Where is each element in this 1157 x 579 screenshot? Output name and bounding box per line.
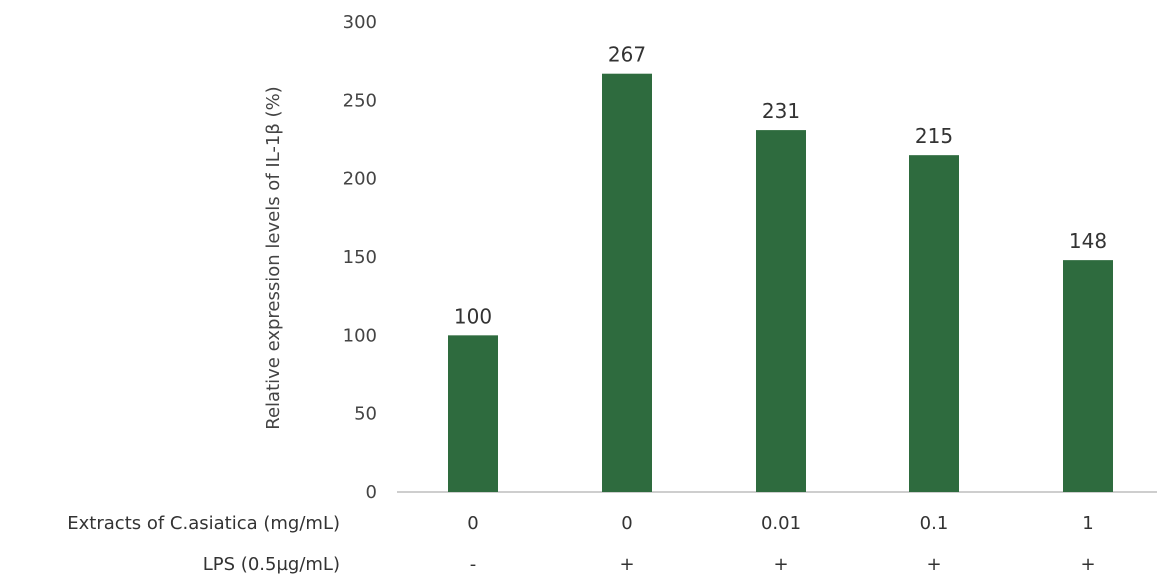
y-tick-label: 100: [343, 325, 377, 346]
data-label: 215: [915, 124, 953, 148]
extract-value: 1: [1082, 513, 1093, 534]
lps-value: -: [470, 554, 477, 575]
y-tick-label: 200: [343, 169, 377, 190]
lps-values: - + + + +: [470, 554, 1096, 575]
y-tick-label: 50: [354, 404, 377, 425]
y-tick-label: 250: [343, 90, 377, 111]
extract-value: 0: [467, 513, 478, 534]
bar: [448, 335, 498, 492]
data-label: 100: [454, 304, 492, 328]
bar: [602, 73, 652, 492]
lps-value: +: [773, 554, 788, 575]
lps-value: +: [1080, 554, 1095, 575]
bars: [448, 73, 1113, 492]
bar: [909, 155, 959, 492]
row-label-lps: LPS (0.5µg/mL): [203, 554, 340, 575]
extract-values: 0 0 0.01 0.1 1: [467, 513, 1093, 534]
lps-value: +: [926, 554, 941, 575]
y-axis-label: Relative expression levels of IL-1β (%): [263, 86, 284, 429]
y-tick-label: 300: [343, 12, 377, 33]
row-label-extract: Extracts of C.asiatica (mg/mL): [67, 513, 340, 534]
bar: [1063, 260, 1113, 492]
data-label: 148: [1069, 229, 1107, 253]
extract-value: 0: [621, 513, 632, 534]
extract-value: 0.01: [761, 513, 801, 534]
y-tick-labels: 0 50 100 150 200 250 300: [343, 12, 377, 503]
y-tick-label: 150: [343, 247, 377, 268]
y-tick-label: 0: [366, 482, 377, 503]
data-label: 267: [608, 43, 646, 67]
lps-value: +: [619, 554, 634, 575]
bar: [756, 130, 806, 492]
data-labels: 100 267 231 215 148: [454, 43, 1107, 329]
extract-value: 0.1: [920, 513, 949, 534]
data-label: 231: [762, 99, 800, 123]
